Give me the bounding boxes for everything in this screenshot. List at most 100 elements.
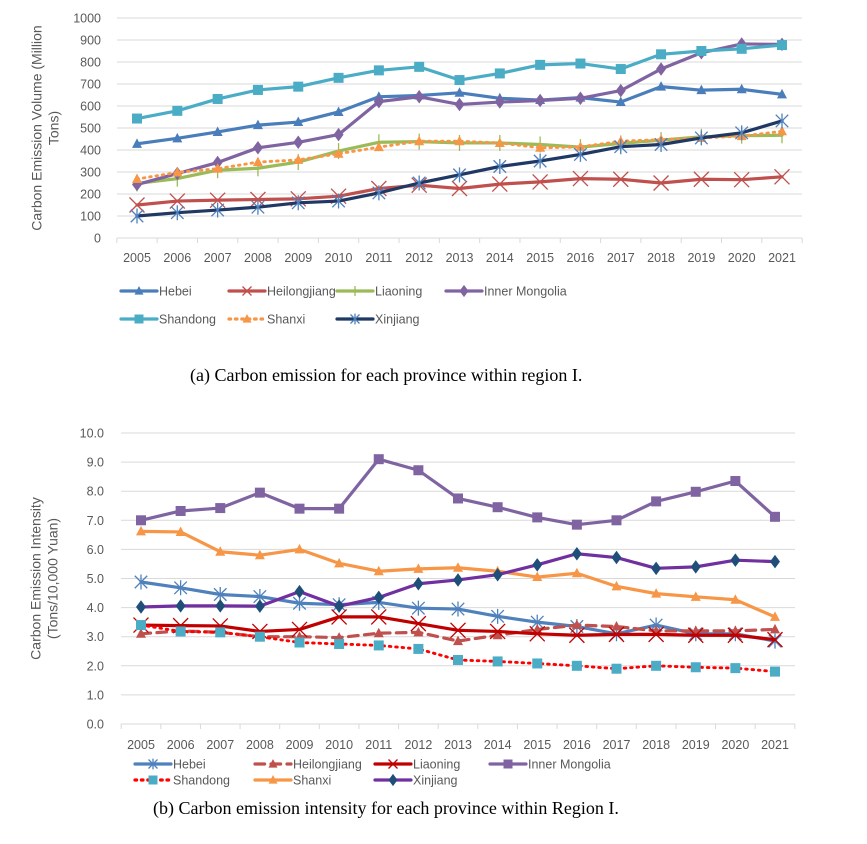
data-point-shape — [293, 154, 304, 164]
data-point — [333, 72, 344, 83]
legend-marker — [459, 284, 469, 298]
data-point — [331, 193, 346, 209]
data-point-shape — [254, 599, 265, 613]
data-point-shape — [136, 515, 146, 526]
data-point — [533, 153, 547, 169]
data-point-shape — [770, 511, 780, 522]
chart-carbon-emission-intensity: 0.0 1.0 2.0 3.0 4.0 5.0 6.0 7.0 8.0 9.0 10.0 2005 20… — [28, 427, 796, 819]
data-point-shape — [693, 171, 710, 188]
data-point-shape — [210, 202, 225, 218]
y-tick-label: 900 — [80, 34, 101, 48]
data-point — [373, 454, 384, 465]
x-tick-label: 2017 — [603, 738, 631, 752]
data-point — [733, 171, 750, 188]
data-point-shape — [170, 205, 185, 221]
legend-marker — [148, 758, 158, 770]
x-tick-label: 2010 — [325, 738, 353, 752]
data-point-shape — [734, 125, 749, 141]
y-tick-label: 800 — [80, 56, 101, 70]
data-point-shape — [612, 171, 629, 188]
data-point-shape — [450, 622, 466, 639]
data-point — [294, 584, 305, 599]
data-point — [571, 567, 582, 578]
data-point — [212, 126, 223, 136]
data-point — [334, 503, 345, 514]
data-point — [611, 621, 622, 631]
data-point-shape — [687, 627, 704, 644]
data-point-shape — [333, 106, 344, 116]
data-point — [651, 496, 662, 507]
data-point-shape — [611, 580, 622, 591]
y-tick-label: 3.0 — [87, 630, 104, 644]
data-point-shape — [212, 155, 223, 170]
data-point-shape — [571, 619, 582, 630]
data-point-shape — [614, 139, 628, 155]
data-point — [494, 95, 505, 109]
data-point — [730, 553, 741, 567]
legend-item: Liaoning — [335, 285, 422, 299]
x-tick-label: 2018 — [647, 251, 675, 265]
data-point-shape — [373, 565, 384, 576]
data-point — [494, 137, 505, 147]
data-point-shape — [252, 84, 263, 95]
legend-item: Heilongjiang — [253, 758, 362, 772]
data-point-shape — [334, 557, 345, 568]
x-tick-label: 2021 — [761, 738, 789, 752]
data-point — [136, 620, 146, 631]
y-tick-label: 5.0 — [87, 572, 104, 586]
legend-marker-shape — [268, 775, 278, 784]
data-point-shape — [454, 135, 465, 146]
data-point — [212, 93, 223, 104]
data-point — [454, 87, 465, 97]
data-point-shape — [370, 608, 387, 625]
data-point — [373, 65, 384, 76]
data-point-shape — [611, 663, 622, 674]
data-point — [450, 622, 466, 639]
x-tick-label: 2015 — [526, 251, 554, 265]
data-point — [333, 127, 344, 142]
data-point — [615, 64, 626, 75]
data-point — [575, 141, 586, 151]
legend-marker-shape — [388, 759, 398, 769]
x-tick-label: 2008 — [246, 738, 274, 752]
legend-label: Shanxi — [267, 313, 305, 327]
data-point — [535, 142, 546, 152]
data-point — [777, 88, 787, 99]
legend-label: Xinjiang — [413, 774, 458, 788]
x-tick-label: 2013 — [446, 251, 474, 265]
data-point — [767, 631, 783, 648]
data-point-shape — [410, 615, 427, 632]
data-point — [373, 565, 384, 576]
data-point — [175, 505, 186, 516]
data-point-shape — [529, 625, 546, 642]
data-point-shape — [494, 68, 505, 79]
data-point-shape — [651, 588, 662, 598]
y-tick-label: 0.0 — [87, 718, 104, 732]
data-point — [453, 654, 463, 665]
data-point — [210, 202, 225, 218]
data-point — [172, 105, 183, 116]
x-tick-label: 2018 — [642, 738, 670, 752]
data-point-shape — [575, 91, 586, 106]
legend-item: Hebei — [133, 758, 206, 772]
data-point — [777, 125, 787, 136]
legend-marker-shape — [242, 314, 252, 323]
y-tick-label: 2.0 — [87, 659, 104, 673]
data-point — [696, 46, 707, 56]
data-point-shape — [212, 93, 223, 104]
data-point — [291, 621, 308, 638]
data-point-shape — [532, 571, 543, 582]
data-point-shape — [451, 601, 465, 617]
data-point — [132, 138, 142, 148]
data-point — [411, 600, 426, 616]
legend-label: Heilongjiang — [267, 285, 336, 299]
data-point-shape — [175, 505, 186, 516]
data-point — [615, 83, 626, 98]
data-point-shape — [413, 465, 424, 476]
data-point — [571, 519, 582, 530]
data-point — [532, 571, 543, 582]
data-point-shape — [414, 135, 425, 146]
legend-item: Heilongjiang — [227, 285, 336, 299]
data-point-shape — [656, 62, 667, 76]
data-point-shape — [492, 656, 503, 667]
